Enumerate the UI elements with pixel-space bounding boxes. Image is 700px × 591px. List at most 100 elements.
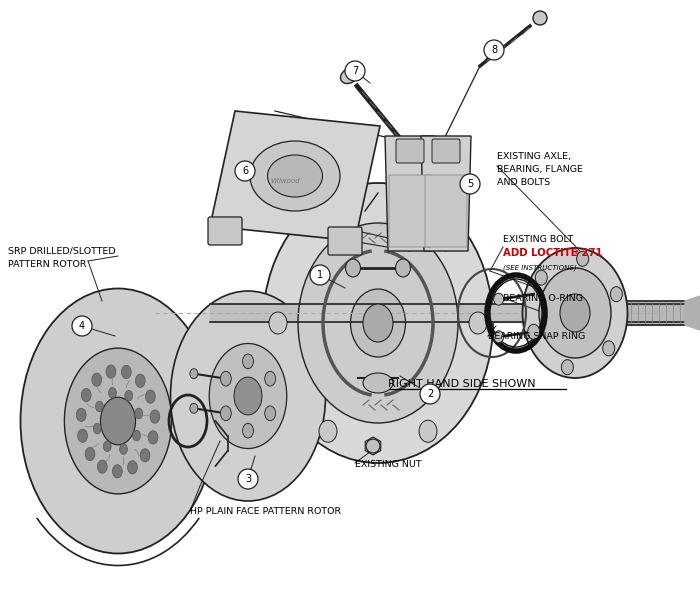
- Polygon shape: [421, 136, 471, 251]
- Ellipse shape: [395, 259, 410, 277]
- Ellipse shape: [92, 373, 102, 387]
- Polygon shape: [685, 296, 700, 330]
- Text: EXISTING AXLE,: EXISTING AXLE,: [497, 152, 571, 161]
- Ellipse shape: [122, 365, 131, 379]
- Text: 2: 2: [427, 389, 433, 399]
- FancyBboxPatch shape: [432, 139, 460, 163]
- Ellipse shape: [150, 410, 160, 423]
- FancyBboxPatch shape: [328, 227, 362, 255]
- Ellipse shape: [319, 420, 337, 442]
- Ellipse shape: [577, 251, 589, 267]
- Circle shape: [310, 265, 330, 285]
- Circle shape: [238, 469, 258, 489]
- Ellipse shape: [263, 183, 493, 463]
- Ellipse shape: [97, 460, 107, 473]
- Circle shape: [72, 316, 92, 336]
- Text: 1: 1: [317, 270, 323, 280]
- Ellipse shape: [120, 444, 127, 454]
- Ellipse shape: [265, 406, 276, 421]
- Text: BEARING SNAP RING: BEARING SNAP RING: [488, 332, 585, 341]
- Ellipse shape: [133, 430, 141, 441]
- Ellipse shape: [190, 403, 198, 413]
- Ellipse shape: [140, 449, 150, 462]
- Ellipse shape: [560, 294, 590, 332]
- Ellipse shape: [146, 390, 155, 403]
- Ellipse shape: [469, 312, 487, 334]
- Ellipse shape: [528, 324, 540, 339]
- Ellipse shape: [148, 431, 158, 444]
- Ellipse shape: [363, 373, 393, 393]
- Ellipse shape: [220, 406, 231, 421]
- Ellipse shape: [64, 348, 172, 494]
- Ellipse shape: [366, 439, 380, 453]
- Ellipse shape: [419, 204, 437, 226]
- Text: 6: 6: [242, 166, 248, 176]
- Text: Wilwood: Wilwood: [270, 178, 300, 184]
- Ellipse shape: [319, 204, 337, 226]
- Ellipse shape: [346, 259, 360, 277]
- Ellipse shape: [267, 155, 323, 197]
- Ellipse shape: [135, 374, 145, 388]
- FancyBboxPatch shape: [389, 175, 431, 247]
- Circle shape: [420, 384, 440, 404]
- Text: 7: 7: [352, 66, 358, 76]
- Text: 271: 271: [578, 248, 603, 258]
- Ellipse shape: [298, 223, 458, 423]
- Ellipse shape: [20, 288, 216, 554]
- Ellipse shape: [522, 248, 627, 378]
- Ellipse shape: [95, 401, 104, 412]
- Text: (SEE INSTRUCTIONS): (SEE INSTRUCTIONS): [503, 265, 577, 271]
- Circle shape: [460, 174, 480, 194]
- Ellipse shape: [269, 312, 287, 334]
- Ellipse shape: [243, 423, 253, 438]
- Text: BEARING O-RING: BEARING O-RING: [503, 294, 583, 303]
- Ellipse shape: [351, 289, 405, 357]
- Text: AND BOLTS: AND BOLTS: [497, 178, 550, 187]
- Ellipse shape: [363, 304, 393, 342]
- Circle shape: [345, 61, 365, 81]
- FancyBboxPatch shape: [208, 217, 242, 245]
- Ellipse shape: [127, 461, 137, 474]
- Ellipse shape: [209, 343, 287, 449]
- Ellipse shape: [125, 391, 132, 401]
- Text: BEARING, FLANGE: BEARING, FLANGE: [497, 165, 583, 174]
- Ellipse shape: [561, 360, 573, 375]
- Ellipse shape: [135, 408, 143, 419]
- Ellipse shape: [234, 377, 262, 415]
- Ellipse shape: [76, 408, 86, 421]
- Ellipse shape: [106, 365, 116, 378]
- Text: EXISTING NUT: EXISTING NUT: [355, 460, 421, 469]
- Ellipse shape: [93, 423, 102, 434]
- Ellipse shape: [536, 270, 547, 285]
- Text: 3: 3: [245, 474, 251, 484]
- Ellipse shape: [190, 369, 198, 379]
- Ellipse shape: [603, 341, 615, 356]
- Polygon shape: [385, 136, 435, 251]
- Ellipse shape: [533, 11, 547, 25]
- Ellipse shape: [419, 420, 437, 442]
- Text: 5: 5: [467, 179, 473, 189]
- Ellipse shape: [85, 447, 95, 460]
- Ellipse shape: [539, 268, 611, 358]
- Ellipse shape: [265, 371, 276, 386]
- Text: 4: 4: [79, 321, 85, 331]
- Ellipse shape: [81, 388, 91, 402]
- Ellipse shape: [494, 331, 504, 343]
- Ellipse shape: [610, 287, 622, 301]
- Polygon shape: [210, 111, 380, 241]
- FancyBboxPatch shape: [396, 139, 424, 163]
- Ellipse shape: [78, 429, 88, 442]
- Circle shape: [235, 161, 255, 181]
- Ellipse shape: [113, 465, 122, 478]
- Circle shape: [484, 40, 504, 60]
- Text: PATTERN ROTOR: PATTERN ROTOR: [8, 260, 87, 269]
- Ellipse shape: [220, 371, 231, 386]
- Ellipse shape: [494, 293, 504, 305]
- Text: RIGHT HAND SIDE SHOWN: RIGHT HAND SIDE SHOWN: [388, 379, 536, 389]
- FancyBboxPatch shape: [425, 175, 467, 247]
- Ellipse shape: [250, 141, 340, 211]
- Ellipse shape: [340, 69, 358, 83]
- Ellipse shape: [243, 354, 253, 369]
- Text: ADD LOCTITE: ADD LOCTITE: [503, 248, 578, 258]
- Ellipse shape: [171, 291, 326, 501]
